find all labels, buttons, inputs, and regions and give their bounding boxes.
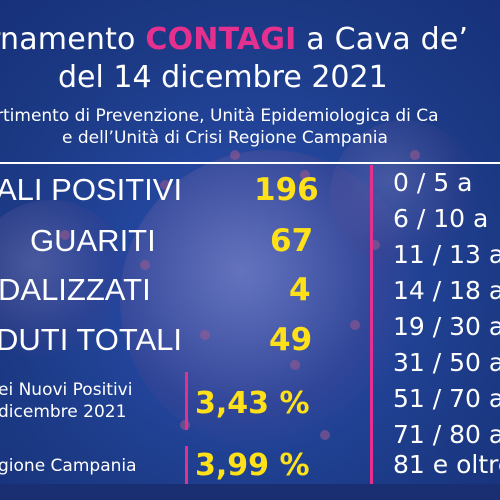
pct-value-campania: 3,99 % [195,448,310,483]
subtitle-line2: e dell’Unità di Crisi Regione Campania [62,128,388,148]
subtitle-line1: rtimento di Prevenzione, Unità Epidemiol… [0,106,439,126]
column-divider [370,165,373,485]
stat-value-guariti: 67 [270,223,314,259]
bottom-strip [0,484,500,500]
pct-label-campania: gione Campania [0,456,137,476]
pct-label-nuovi-positivi-line1: ei Nuovi Positivi [0,380,133,400]
stat-label-positivi: ALI POSITIVI [0,172,183,207]
age-group-item: 51 / 70 a [393,384,500,413]
pct-value-nuovi-positivi: 3,43 % [195,386,310,421]
age-group-item: 6 / 10 a [393,204,489,233]
pct-label-nuovi-positivi-line2: dicembre 2021 [0,402,127,422]
stat-label-guariti: GUARITI [30,223,156,258]
title-date: del 14 dicembre 2021 [58,60,388,95]
age-group-item: 14 / 18 a [393,276,500,305]
header-divider [0,162,500,164]
pct-divider [185,372,188,430]
virus-spike [370,240,380,250]
age-group-item: 0 / 5 a [393,168,473,197]
age-group-item: 11 / 13 a [393,240,500,269]
pct-divider [185,446,188,488]
virus-spike [230,150,240,160]
age-group-item: 31 / 50 a [393,348,500,377]
title-part2: a Cava de’ [296,22,469,57]
virus-illustration [0,200,130,360]
virus-spike [290,360,300,370]
virus-spike [60,230,70,240]
virus-spike [320,430,330,440]
title-part1: rnamento [0,22,146,57]
page-title: rnamento CONTAGI a Cava de’ [0,22,468,57]
stat-value-ospedalizzati: 4 [289,272,311,308]
age-group-item: 71 / 80 a [393,420,500,449]
virus-spike [350,320,360,330]
stat-label-deceduti: DUTI TOTALI [0,322,183,357]
age-group-item: 19 / 30 a [393,312,500,341]
age-group-item: 81 e oltre [393,450,500,479]
virus-spike [200,330,210,340]
virus-spike [160,180,170,190]
virus-spike [300,170,310,180]
virus-spike [410,150,420,160]
virus-illustration [330,120,480,270]
stat-value-positivi: 196 [254,172,319,208]
virus-spike [140,260,150,270]
stat-value-deceduti: 49 [269,322,313,358]
stat-label-ospedalizzati: DALIZZATI [0,272,151,307]
title-highlight: CONTAGI [145,22,297,57]
